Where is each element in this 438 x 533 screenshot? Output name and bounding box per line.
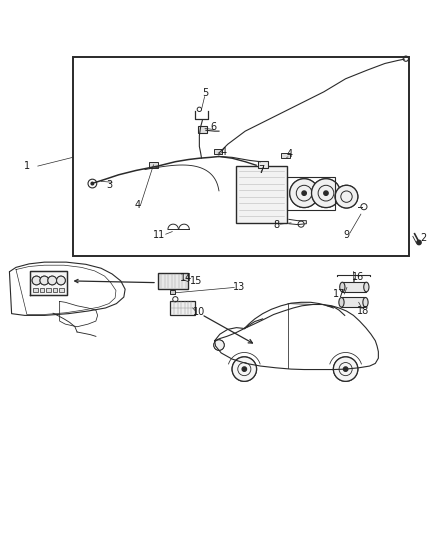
Text: 15: 15 (190, 276, 202, 286)
Ellipse shape (364, 282, 369, 292)
Bar (53, 288, 57, 292)
Polygon shape (30, 271, 67, 295)
Circle shape (232, 357, 257, 381)
Circle shape (91, 182, 94, 185)
Bar (33, 288, 38, 292)
Text: 16: 16 (352, 271, 364, 281)
Bar (170, 301, 195, 314)
Ellipse shape (340, 282, 345, 292)
Circle shape (57, 276, 65, 285)
Bar (287, 177, 335, 210)
Bar (149, 162, 158, 168)
Text: 4: 4 (220, 147, 226, 157)
Text: 4: 4 (134, 200, 141, 211)
Circle shape (343, 367, 348, 372)
Circle shape (214, 340, 224, 350)
Bar (158, 272, 188, 289)
Text: 5: 5 (202, 88, 208, 98)
Text: 13: 13 (233, 282, 245, 293)
Bar (170, 290, 175, 294)
Text: 2: 2 (420, 233, 427, 243)
Circle shape (242, 367, 247, 372)
Circle shape (48, 276, 57, 285)
Text: 8: 8 (274, 220, 280, 230)
Bar (73, 57, 409, 256)
Bar (342, 297, 365, 307)
Circle shape (40, 276, 49, 285)
Text: 11: 11 (152, 230, 165, 240)
Bar (39, 288, 44, 292)
Text: 9: 9 (344, 230, 350, 240)
Text: 6: 6 (211, 122, 217, 132)
Bar (281, 152, 290, 158)
Text: 18: 18 (357, 306, 369, 317)
Bar (198, 126, 207, 133)
Circle shape (290, 179, 318, 207)
Text: 1: 1 (24, 161, 30, 171)
Text: 14: 14 (180, 273, 192, 283)
Circle shape (333, 357, 358, 381)
Bar (258, 161, 268, 168)
Text: 3: 3 (106, 180, 112, 190)
Text: 4: 4 (286, 149, 293, 159)
Bar (59, 288, 64, 292)
Circle shape (335, 185, 358, 208)
Circle shape (324, 191, 328, 195)
Bar (46, 288, 51, 292)
Text: 7: 7 (258, 165, 264, 175)
Bar (214, 149, 223, 154)
Circle shape (32, 276, 41, 285)
Circle shape (417, 240, 421, 245)
Circle shape (311, 179, 340, 207)
Bar (343, 282, 366, 292)
Text: 17: 17 (333, 289, 345, 299)
Text: 10: 10 (193, 308, 205, 317)
Ellipse shape (339, 297, 344, 307)
Circle shape (302, 191, 306, 195)
Ellipse shape (363, 297, 368, 307)
Bar (237, 166, 287, 223)
